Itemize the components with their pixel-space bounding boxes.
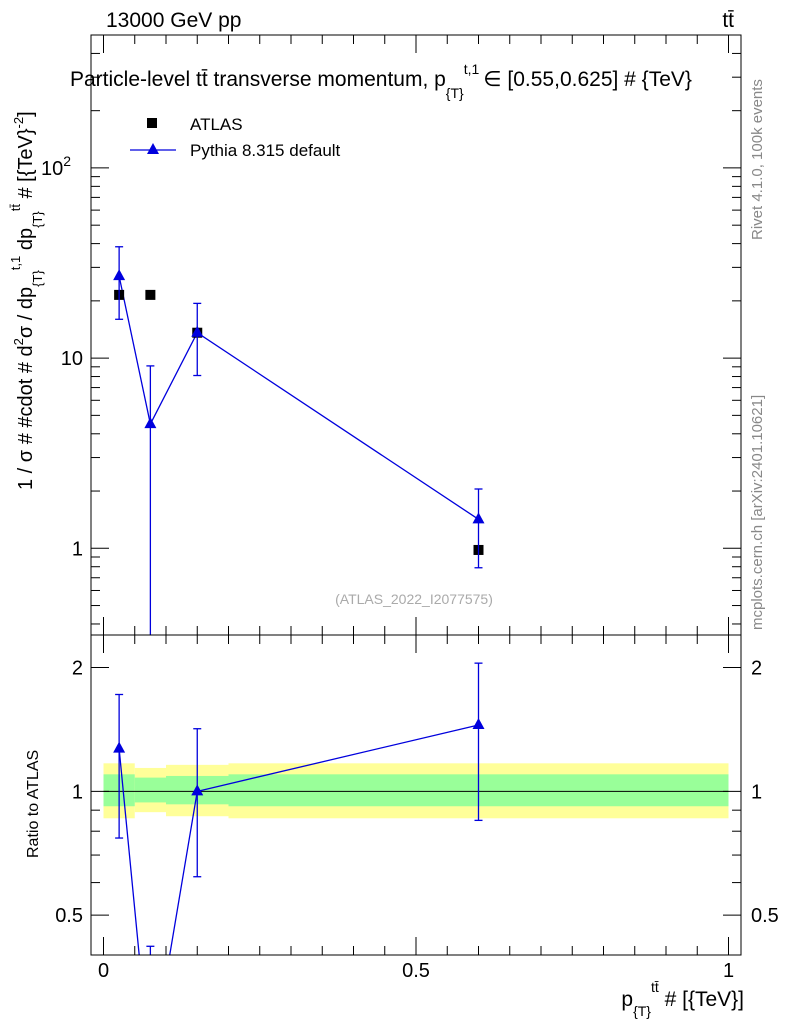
ratio-y-tick-label-right: 0.5: [751, 905, 779, 927]
process-label: tt̄: [722, 9, 734, 32]
ratio-line: [118, 724, 479, 955]
analysis-watermark: (ATLAS_2022_I2077575): [335, 591, 493, 607]
main-ylabel: 1 / σ # #cdot # d2σ / dp{T}t,1 dp{T}tt̄ …: [8, 111, 45, 490]
main-frame: [90, 34, 742, 636]
pythia-point: [144, 417, 157, 429]
ratio-band-inner: [134, 777, 166, 803]
main-y-tick-label: 102: [41, 153, 71, 180]
pythia-point: [191, 325, 204, 337]
legend-pythia-label: Pythia 8.315 default: [190, 141, 341, 160]
energy-label: 13000 GeV pp: [106, 9, 241, 32]
legend-atlas-marker: [147, 118, 157, 128]
ratio-series-clipped: [113, 662, 485, 955]
main-series: [113, 246, 485, 635]
pythia-line: [118, 275, 479, 520]
ratio-ylabel: Ratio to ATLAS: [25, 750, 42, 858]
mcplots-label: mcplots.cern.ch [arXiv:2401.10621]: [749, 395, 766, 630]
rivet-label: Rivet 4.1.0, 100k events: [749, 79, 766, 240]
ratio-point: [191, 784, 204, 796]
main-y-tick-label: 10: [61, 348, 83, 370]
legend-pythia-marker: [147, 143, 159, 154]
x-tick-label: 0.5: [402, 960, 430, 982]
ratio-point: [113, 741, 126, 753]
x-tick-label: 1: [723, 960, 734, 982]
ratio-y-tick-label-left: 1: [72, 781, 83, 803]
legend-atlas-label: ATLAS: [190, 115, 243, 134]
main-y-tick-label: 1: [72, 538, 83, 560]
ratio-axes: 0.5 0.5 1 1 2 2 0 0.5 1: [55, 635, 779, 982]
ratio-y-tick-label-left: 2: [72, 658, 83, 680]
main-axes: 1 10 102: [41, 34, 741, 635]
x-tick-label: 0: [98, 960, 109, 982]
pythia-point: [472, 512, 485, 524]
pythia-point: [113, 269, 126, 281]
ratio-series: [113, 662, 485, 955]
ratio-y-tick-label-right: 2: [751, 658, 762, 680]
x-axis-label: p{T}tt̄ # [{TeV}]: [621, 979, 744, 1019]
plot-title: Particle-level tt̄ transverse momentum, …: [70, 61, 692, 101]
ratio-point: [472, 717, 485, 729]
legend: ATLAS Pythia 8.315 default: [130, 115, 341, 160]
ratio-frame: [90, 634, 742, 956]
ratio-y-tick-label-left: 0.5: [55, 905, 83, 927]
ratio-y-tick-label-right: 1: [751, 781, 762, 803]
atlas-point: [145, 289, 156, 300]
